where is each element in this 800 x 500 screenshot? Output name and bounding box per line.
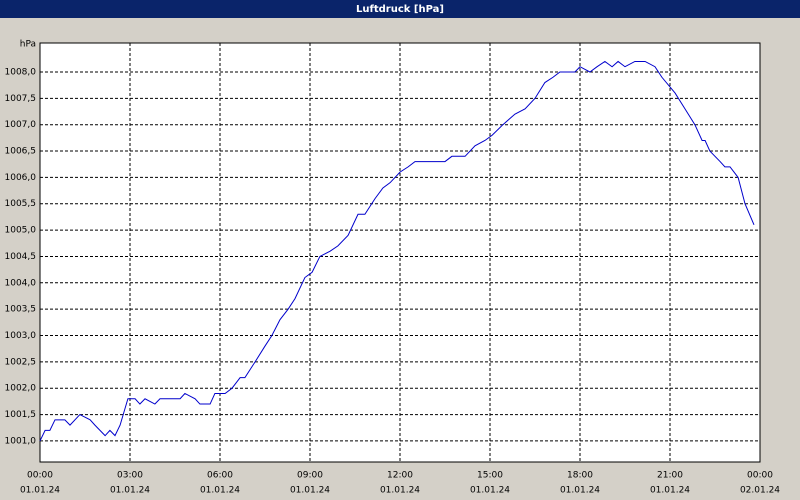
x-tick-date: 01.01.24 <box>470 486 510 496</box>
y-tick-label: 1001,5 <box>5 410 37 420</box>
y-axis-label: hPa <box>20 40 36 50</box>
y-tick-label: 1004,5 <box>5 252 37 262</box>
x-tick-label: 00:00 <box>27 471 53 481</box>
x-tick-date: 02.01.24 <box>740 486 780 496</box>
y-tick-label: 1003,0 <box>5 331 37 341</box>
plot-area <box>40 43 760 462</box>
x-tick-date: 01.01.24 <box>290 486 330 496</box>
y-tick-label: 1001,0 <box>5 436 37 446</box>
y-tick-label: 1007,5 <box>5 94 37 104</box>
x-tick-date: 01.01.24 <box>20 486 60 496</box>
x-tick-label: 03:00 <box>117 471 143 481</box>
x-tick-label: 06:00 <box>207 471 233 481</box>
y-tick-label: 1002,5 <box>5 357 37 367</box>
x-tick-label: 00:00 <box>747 471 773 481</box>
x-tick-date: 01.01.24 <box>200 486 240 496</box>
x-tick-date: 01.01.24 <box>650 486 690 496</box>
y-tick-label: 1008,0 <box>5 67 37 77</box>
x-tick-label: 09:00 <box>297 471 323 481</box>
y-tick-label: 1006,0 <box>5 173 37 183</box>
y-tick-label: 1006,5 <box>5 147 37 157</box>
y-tick-label: 1007,0 <box>5 120 37 130</box>
y-tick-label: 1004,0 <box>5 278 37 288</box>
x-tick-label: 12:00 <box>387 471 413 481</box>
y-tick-label: 1002,0 <box>5 384 37 394</box>
x-tick-label: 15:00 <box>477 471 503 481</box>
chart-title: Luftdruck [hPa] <box>356 4 444 15</box>
plot-border <box>39 42 761 463</box>
y-tick-label: 1003,5 <box>5 305 37 315</box>
pressure-line <box>39 60 755 442</box>
y-tick-label: 1005,5 <box>5 199 37 209</box>
x-tick-label: 18:00 <box>567 471 593 481</box>
x-tick-date: 01.01.24 <box>110 486 150 496</box>
x-tick-label: 21:00 <box>657 471 683 481</box>
title-bar <box>0 0 800 18</box>
y-tick-label: 1005,0 <box>5 226 37 236</box>
x-tick-date: 01.01.24 <box>380 486 420 496</box>
x-tick-date: 01.01.24 <box>560 486 600 496</box>
